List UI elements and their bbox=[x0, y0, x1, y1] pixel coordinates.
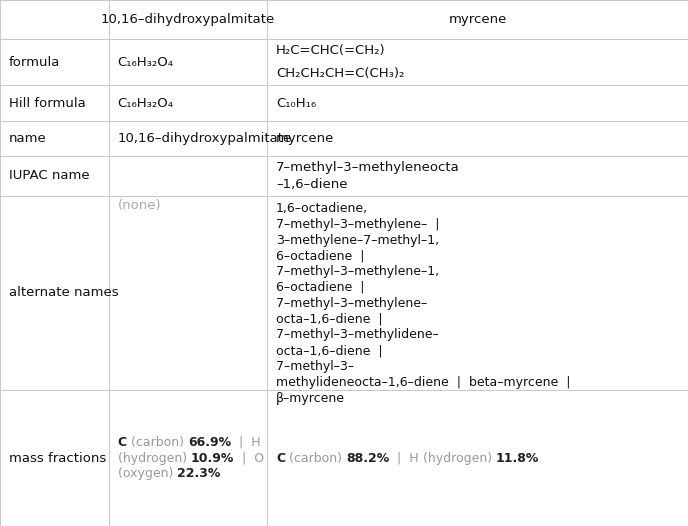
Text: 10,16–dihydroxypalmitate: 10,16–dihydroxypalmitate bbox=[100, 13, 275, 26]
Text: myrcene: myrcene bbox=[276, 132, 334, 145]
Text: (carbon): (carbon) bbox=[127, 436, 188, 449]
Text: C: C bbox=[118, 436, 127, 449]
Text: |  O: | O bbox=[234, 452, 264, 464]
Text: (none): (none) bbox=[118, 199, 161, 211]
Text: formula: formula bbox=[9, 56, 61, 68]
Text: 10.9%: 10.9% bbox=[191, 452, 234, 464]
Text: C: C bbox=[276, 452, 285, 464]
Text: 1,6–octadiene,
7–methyl–3–methylene–  |
3–methylene–7–methyl–1,
6–octadiene  |
7: 1,6–octadiene, 7–methyl–3–methylene– | 3… bbox=[276, 202, 570, 404]
Text: 66.9%: 66.9% bbox=[188, 436, 231, 449]
Text: C₁₆H₃₂O₄: C₁₆H₃₂O₄ bbox=[118, 97, 173, 109]
Text: 7–methyl–3–methyleneocta
–1,6–diene: 7–methyl–3–methyleneocta –1,6–diene bbox=[276, 161, 460, 191]
Text: (oxygen): (oxygen) bbox=[118, 468, 177, 480]
Text: 22.3%: 22.3% bbox=[177, 468, 220, 480]
Text: (hydrogen): (hydrogen) bbox=[423, 452, 496, 464]
Text: (hydrogen): (hydrogen) bbox=[118, 452, 191, 464]
Text: |  H: | H bbox=[231, 436, 261, 449]
Text: |  H: | H bbox=[389, 452, 423, 464]
Text: CH₂CH₂CH=C(CH₃)₂: CH₂CH₂CH=C(CH₃)₂ bbox=[276, 67, 405, 80]
Text: C₁₀H₁₆: C₁₀H₁₆ bbox=[276, 97, 316, 109]
Text: IUPAC name: IUPAC name bbox=[9, 169, 89, 183]
Text: H₂C=CHC(=CH₂): H₂C=CHC(=CH₂) bbox=[276, 44, 385, 57]
Text: mass fractions: mass fractions bbox=[9, 452, 106, 464]
Text: alternate names: alternate names bbox=[9, 287, 118, 299]
Text: name: name bbox=[9, 132, 47, 145]
Text: myrcene: myrcene bbox=[449, 13, 506, 26]
Text: 11.8%: 11.8% bbox=[496, 452, 539, 464]
Text: 10,16–dihydroxypalmitate: 10,16–dihydroxypalmitate bbox=[118, 132, 292, 145]
Text: 88.2%: 88.2% bbox=[346, 452, 389, 464]
Text: C₁₆H₃₂O₄: C₁₆H₃₂O₄ bbox=[118, 56, 173, 68]
Text: Hill formula: Hill formula bbox=[9, 97, 86, 109]
Text: (carbon): (carbon) bbox=[285, 452, 346, 464]
